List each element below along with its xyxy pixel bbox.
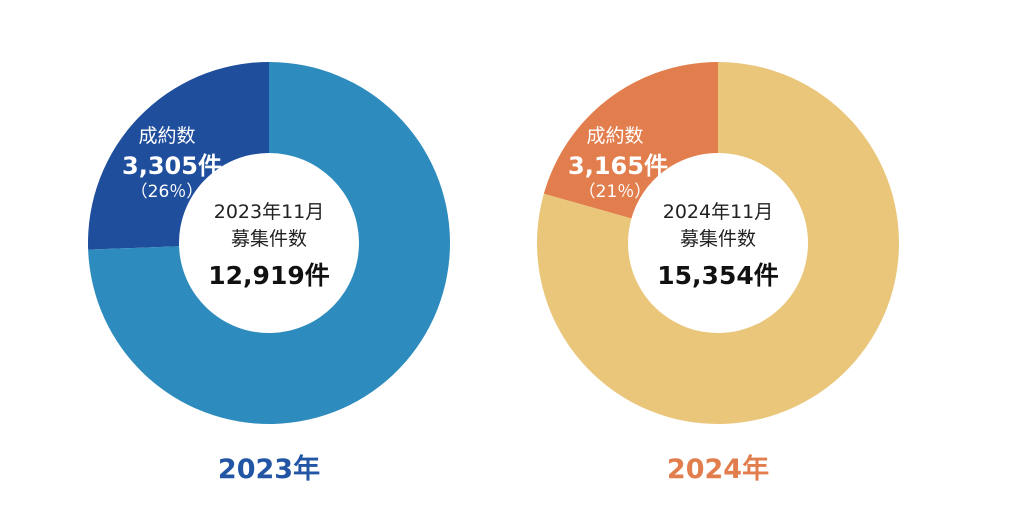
donut-svg-2023 (87, 62, 451, 424)
contract-count-2023: 3,305件 (122, 152, 222, 180)
slice-contract-2024 (543, 62, 718, 219)
center-month-2024: 2024年11月 (662, 201, 774, 223)
year-label-2024: 2024年 (666, 454, 770, 485)
contract-percent-2024: （21％） (578, 182, 652, 202)
contract-count-2024: 3,165件 (568, 152, 668, 180)
contract-label-2023: 成約数 (138, 125, 196, 147)
contract-label-2024: 成約数 (586, 125, 644, 147)
slice-remaining-2023 (88, 62, 451, 424)
center-total-2024: 15,354件 (657, 261, 779, 290)
year-label-2023: 2023年 (217, 454, 321, 485)
center-month-2023: 2023年11月 (213, 201, 325, 223)
donut-chart-2024: 成約数 3,165件 （21％） 2024年11月 募集件数 15,354件 2… (537, 0, 1024, 513)
donut-svg-2024 (537, 62, 899, 424)
slice-remaining-2024 (537, 62, 899, 424)
donut-chart-2023: 成約数 3,305件 （26％） 2023年11月 募集件数 12,919件 2… (87, 62, 451, 485)
slice-contract-2023 (87, 62, 269, 250)
center-caption-2024: 募集件数 (679, 228, 757, 250)
center-total-2023: 12,919件 (208, 261, 330, 290)
contract-percent-2023: （26％） (130, 182, 204, 202)
center-caption-2023: 募集件数 (230, 228, 308, 250)
